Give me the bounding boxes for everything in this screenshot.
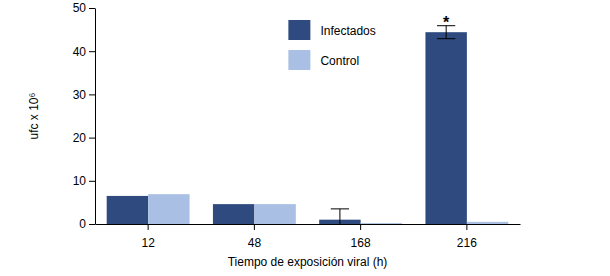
bar bbox=[254, 204, 295, 224]
x-tick-label: 12 bbox=[141, 236, 155, 250]
x-axis-line bbox=[96, 224, 521, 225]
bar bbox=[148, 194, 189, 224]
legend-label: Infectados bbox=[320, 24, 375, 38]
y-tick-mark bbox=[89, 51, 95, 52]
x-tick: 168 bbox=[351, 224, 371, 250]
legend-item: Infectados bbox=[288, 20, 375, 40]
x-tick: 216 bbox=[457, 224, 477, 250]
bars bbox=[107, 26, 509, 224]
y-tick: 20 bbox=[73, 131, 95, 145]
y-tick: 30 bbox=[73, 88, 95, 102]
bar bbox=[425, 32, 466, 224]
x-tick-mark bbox=[148, 224, 149, 230]
legend: Infectados Control bbox=[288, 20, 375, 70]
annotation: * bbox=[443, 14, 450, 31]
bar bbox=[107, 196, 148, 224]
x-tick-mark bbox=[360, 224, 361, 230]
y-tick-label: 20 bbox=[73, 131, 87, 145]
y-tick-mark bbox=[89, 94, 95, 95]
x-axis-title: Tiempo de exposición viral (h) bbox=[228, 255, 388, 269]
y-tick-mark bbox=[89, 138, 95, 139]
y-tick: 10 bbox=[73, 174, 95, 188]
x-tick: 48 bbox=[248, 224, 262, 250]
legend-swatch bbox=[288, 20, 310, 40]
y-tick-label: 40 bbox=[73, 45, 87, 59]
bar bbox=[467, 222, 508, 224]
legend-swatch bbox=[288, 50, 310, 70]
x-tick-mark bbox=[254, 224, 255, 230]
y-tick-mark bbox=[89, 181, 95, 182]
y-tick-label: 50 bbox=[73, 1, 87, 15]
y-tick-label: 0 bbox=[79, 217, 86, 231]
legend-item: Control bbox=[288, 50, 359, 70]
y-tick-mark bbox=[89, 8, 95, 9]
x-tick: 12 bbox=[141, 224, 155, 250]
y-tick-mark bbox=[89, 224, 95, 225]
x-tick-label: 48 bbox=[248, 236, 262, 250]
bar bbox=[361, 223, 402, 224]
x-tick-label: 216 bbox=[457, 236, 477, 250]
y-axis-line bbox=[95, 9, 96, 225]
plot: 0 10 20 30 40 50 12 48 168 216 * Infectados Control bbox=[73, 1, 521, 250]
y-tick: 50 bbox=[73, 1, 95, 15]
y-tick: 40 bbox=[73, 45, 95, 59]
y-axis-title: ufc x 10⁶ bbox=[27, 92, 41, 139]
x-tick-label: 168 bbox=[351, 236, 371, 250]
chart: 0 10 20 30 40 50 12 48 168 216 * Infectados Control T… bbox=[0, 0, 610, 276]
legend-label: Control bbox=[320, 54, 359, 68]
y-tick: 0 bbox=[79, 217, 95, 231]
y-axis: 0 10 20 30 40 50 bbox=[73, 1, 96, 231]
error-bar-line bbox=[331, 209, 349, 224]
y-tick-label: 10 bbox=[73, 174, 87, 188]
x-tick-mark bbox=[466, 224, 467, 230]
y-tick-label: 30 bbox=[73, 88, 87, 102]
bar bbox=[213, 204, 254, 224]
x-axis: 12 48 168 216 bbox=[96, 224, 521, 250]
error-bar bbox=[331, 209, 349, 224]
